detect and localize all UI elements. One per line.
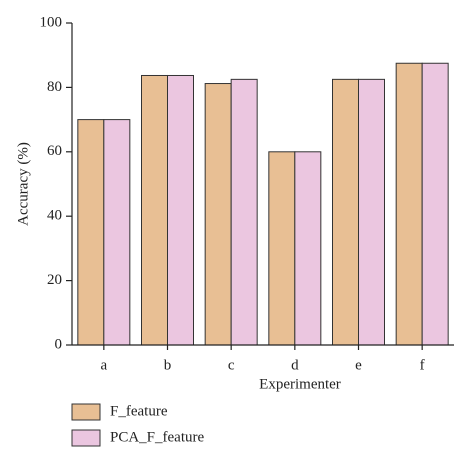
x-tick-label: e — [355, 357, 362, 373]
y-tick-label: 80 — [47, 79, 62, 95]
y-tick-label: 60 — [47, 143, 62, 159]
x-tick-label: f — [420, 357, 425, 373]
bar — [421, 62, 449, 346]
y-tick-label: 20 — [47, 272, 62, 288]
bar — [230, 78, 258, 346]
bar — [268, 151, 296, 346]
x-tick-label: c — [228, 357, 235, 373]
legend-swatch — [71, 403, 101, 421]
x-tick-label: b — [164, 357, 172, 373]
bar — [204, 83, 232, 346]
bar — [141, 74, 168, 346]
y-tick-label: 40 — [47, 208, 62, 224]
bar — [358, 78, 385, 346]
x-axis-label: Experimenter — [259, 376, 341, 392]
bar — [77, 119, 105, 346]
x-tick-label: a — [100, 357, 107, 373]
y-tick-label: 0 — [55, 336, 63, 352]
legend-swatch — [71, 429, 101, 447]
legend-label: F_feature — [110, 403, 168, 419]
legend-label: PCA_F_feature — [110, 429, 204, 445]
bar — [294, 151, 322, 346]
y-tick-label: 100 — [40, 14, 63, 30]
bar — [103, 119, 131, 346]
x-tick-label: d — [291, 357, 299, 373]
bar — [395, 62, 423, 346]
y-axis-label: Accuracy (%) — [15, 142, 31, 226]
bar — [332, 78, 359, 346]
bar — [167, 74, 194, 346]
